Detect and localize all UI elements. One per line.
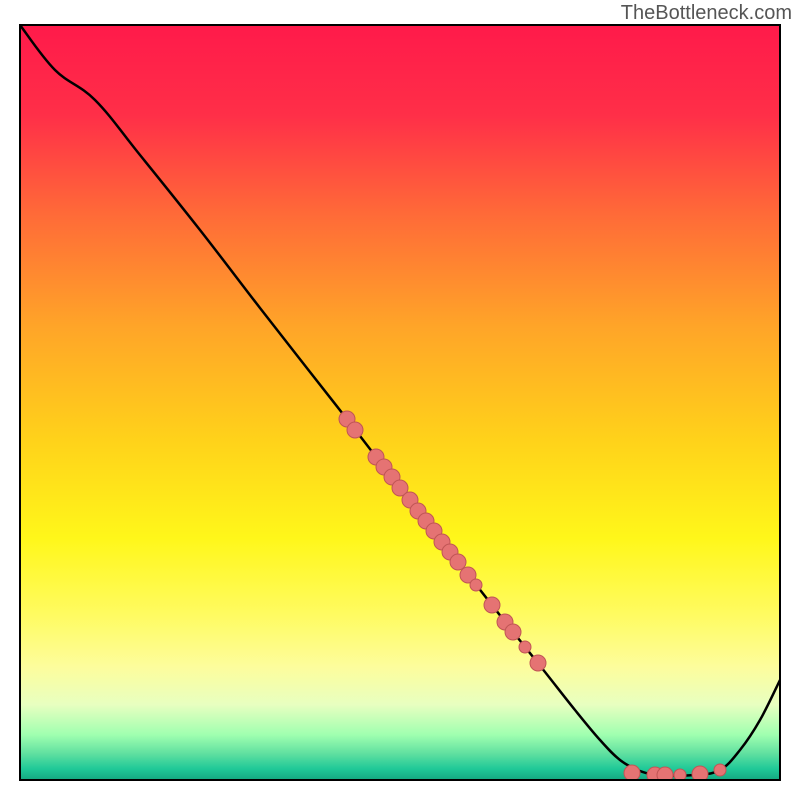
gradient-background xyxy=(20,25,780,780)
data-marker xyxy=(519,641,531,653)
bottleneck-chart xyxy=(0,0,800,800)
chart-container: TheBottleneck.com xyxy=(0,0,800,800)
watermark-text: TheBottleneck.com xyxy=(621,2,792,25)
data-marker xyxy=(347,422,363,438)
data-marker xyxy=(624,765,640,781)
data-marker xyxy=(450,554,466,570)
data-marker xyxy=(530,655,546,671)
data-marker xyxy=(470,579,482,591)
data-marker xyxy=(714,764,726,776)
data-marker xyxy=(484,597,500,613)
data-marker xyxy=(505,624,521,640)
